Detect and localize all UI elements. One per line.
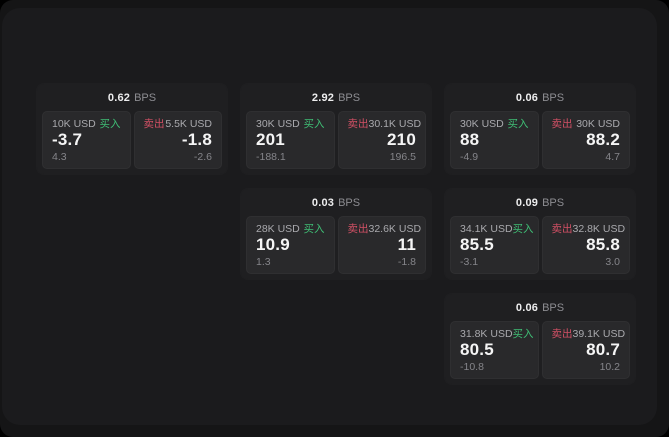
bps-unit: BPS [338,196,361,209]
bps-unit: BPS [542,301,565,314]
bps-header: 0.06 BPS [445,84,635,109]
sell-price: -1.8 [181,130,212,150]
sell-tag: 卖出 [551,118,573,130]
buy-delta: -10.8 [460,360,484,373]
quote-panels: 30K USD 买入 201 -188.1 卖出 30.1K USD 210 1… [246,111,426,169]
buy-notional: 31.8K USD [460,328,513,340]
sell-tag: 卖出 [551,223,573,235]
quote-card: 0.03 BPS 28K USD 买入 10.9 1.3 卖出 [241,189,431,279]
sell-delta: 196.5 [389,150,416,163]
sell-quote-panel[interactable]: 卖出 39.1K USD 80.7 10.2 [541,321,630,379]
sell-price: 85.8 [586,235,620,255]
bps-value: 2.92 [311,91,335,104]
buy-tag: 买入 [507,118,529,130]
sell-notional: 32.8K USD [572,223,626,235]
sell-delta: -2.6 [193,150,212,163]
bps-header: 0.03 BPS [241,189,431,214]
bps-value: 0.62 [107,91,131,104]
sell-delta: 4.7 [605,150,620,163]
buy-quote-panel[interactable]: 10K USD 买入 -3.7 4.3 [42,111,131,169]
bps-value: 0.06 [515,301,539,314]
bps-value: 0.03 [311,196,335,209]
buy-notional: 10K USD [52,118,96,130]
buy-notional: 28K USD [256,223,300,235]
buy-quote-panel[interactable]: 31.8K USD 买入 80.5 -10.8 [450,321,539,379]
sell-tag: 卖出 [143,118,165,130]
bps-unit: BPS [338,91,361,104]
quote-card: 0.06 BPS 30K USD 买入 88 -4.9 卖出 [445,84,635,174]
buy-tag: 买入 [512,328,534,340]
sell-price: 210 [387,130,416,150]
buy-tag: 买入 [99,118,121,130]
bps-unit: BPS [542,196,565,209]
buy-quote-panel[interactable]: 30K USD 买入 201 -188.1 [246,111,335,169]
sell-price: 11 [397,235,416,255]
buy-quote-panel[interactable]: 34.1K USD 买入 85.5 -3.1 [450,216,539,274]
buy-price: 85.5 [460,235,494,255]
bps-unit: BPS [134,91,157,104]
sell-notional: 30K USD [576,118,620,130]
quote-panels: 31.8K USD 买入 80.5 -10.8 卖出 39.1K USD 80.… [450,321,630,379]
sell-quote-panel[interactable]: 卖出 32.8K USD 85.8 3.0 [541,216,630,274]
quote-card: 2.92 BPS 30K USD 买入 201 -188.1 卖出 [241,84,431,174]
buy-notional: 34.1K USD [460,223,513,235]
buy-delta: -3.1 [460,255,479,268]
bps-header: 0.06 BPS [445,294,635,319]
sell-quote-panel[interactable]: 卖出 32.6K USD 11 -1.8 [337,216,426,274]
buy-price: -3.7 [52,130,83,150]
bps-value: 0.09 [515,196,539,209]
quote-panels: 28K USD 买入 10.9 1.3 卖出 32.6K USD 11 -1.8 [246,216,426,274]
quote-card-grid: 0.62 BPS 10K USD 买入 -3.7 4.3 卖出 [37,84,635,384]
buy-delta: 1.3 [256,255,271,268]
quote-panels: 34.1K USD 买入 85.5 -3.1 卖出 32.8K USD 85.8… [450,216,630,274]
quote-panels: 10K USD 买入 -3.7 4.3 卖出 5.5K USD -1.8 -2.… [42,111,222,169]
sell-price: 80.7 [586,340,620,360]
buy-delta: -4.9 [460,150,479,163]
sell-tag: 卖出 [347,118,369,130]
sell-tag: 卖出 [551,328,573,340]
sell-delta: -1.8 [397,255,416,268]
buy-tag: 买入 [303,118,325,130]
sell-tag: 卖出 [347,223,369,235]
sell-delta: 3.0 [605,255,620,268]
sell-notional: 30.1K USD [368,118,422,130]
buy-price: 80.5 [460,340,494,360]
buy-tag: 买入 [303,223,325,235]
sell-delta: 10.2 [599,360,620,373]
sell-quote-panel[interactable]: 卖出 30K USD 88.2 4.7 [541,111,630,169]
quote-panels: 30K USD 买入 88 -4.9 卖出 30K USD 88.2 4.7 [450,111,630,169]
bps-header: 0.09 BPS [445,189,635,214]
sell-quote-panel[interactable]: 卖出 5.5K USD -1.8 -2.6 [133,111,222,169]
buy-tag: 买入 [512,223,534,235]
quote-card: 0.09 BPS 34.1K USD 买入 85.5 -3.1 卖出 [445,189,635,279]
sell-price: 88.2 [586,130,620,150]
quote-card: 0.06 BPS 31.8K USD 买入 80.5 -10.8 卖 [445,294,635,384]
buy-delta: 4.3 [52,150,67,163]
bps-header: 0.62 BPS [37,84,227,109]
sell-notional: 32.6K USD [368,223,422,235]
sell-notional: 5.5K USD [165,118,212,130]
bps-header: 2.92 BPS [241,84,431,109]
bps-unit: BPS [542,91,565,104]
buy-notional: 30K USD [256,118,300,130]
buy-delta: -188.1 [256,150,286,163]
buy-price: 88 [460,130,480,150]
buy-quote-panel[interactable]: 30K USD 买入 88 -4.9 [450,111,539,169]
sell-quote-panel[interactable]: 卖出 30.1K USD 210 196.5 [337,111,426,169]
bps-value: 0.06 [515,91,539,104]
sell-notional: 39.1K USD [572,328,626,340]
buy-price: 10.9 [256,235,290,255]
quote-card: 0.62 BPS 10K USD 买入 -3.7 4.3 卖出 [37,84,227,174]
app-window: 0.62 BPS 10K USD 买入 -3.7 4.3 卖出 [2,8,657,425]
buy-notional: 30K USD [460,118,504,130]
buy-quote-panel[interactable]: 28K USD 买入 10.9 1.3 [246,216,335,274]
buy-price: 201 [256,130,285,150]
